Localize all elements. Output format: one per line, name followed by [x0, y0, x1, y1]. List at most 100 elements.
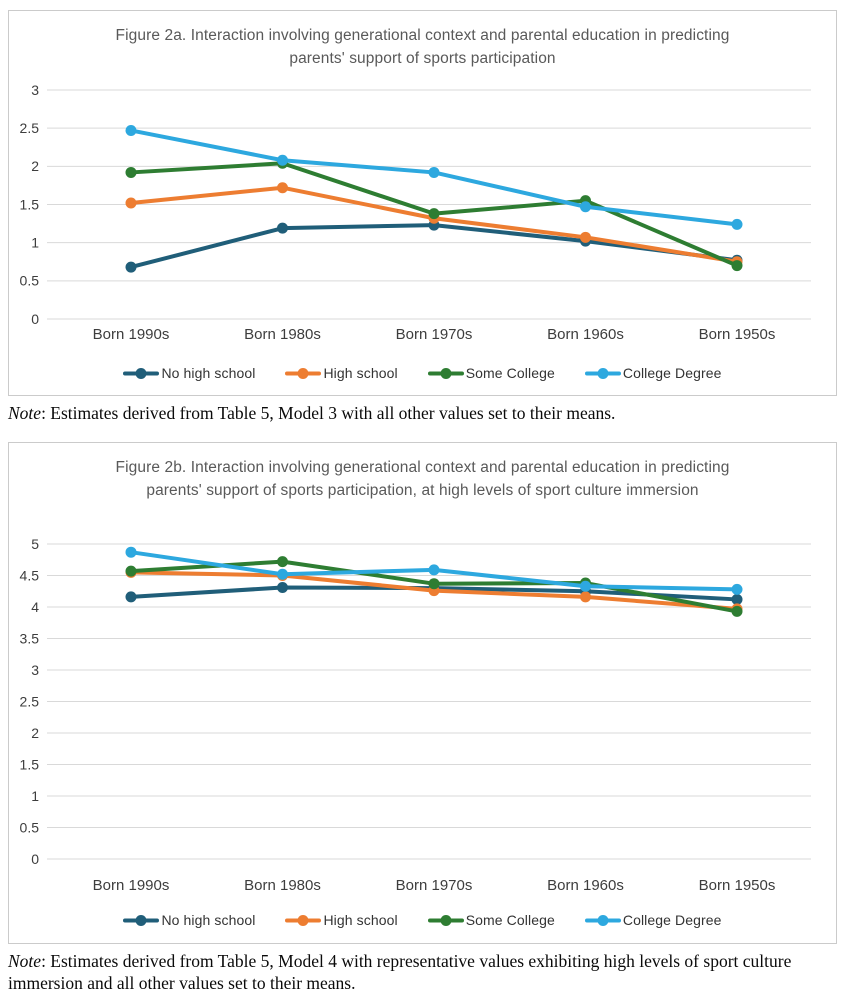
x-axis-category-label: Born 1970s — [396, 326, 473, 343]
data-point-college-degree — [731, 218, 743, 230]
y-axis-tick-label: 2 — [31, 725, 39, 741]
data-point-high-school — [580, 591, 591, 603]
y-axis-tick-label: 4.5 — [20, 567, 40, 583]
legend-line-marker-icon — [123, 367, 160, 379]
y-axis-tick-label: 1.5 — [20, 756, 40, 772]
legend-label: High school — [323, 365, 398, 381]
legend-dot — [297, 367, 309, 379]
data-point-some-college — [731, 605, 743, 617]
y-axis-tick-label: 0 — [31, 311, 39, 327]
legend-item-some-college: Some College — [427, 912, 555, 928]
y-axis-tick-label: 3.5 — [20, 630, 40, 646]
legend-dot — [597, 367, 609, 379]
data-point-college-degree — [125, 124, 137, 136]
note-text: : Estimates derived from Table 5, Model … — [8, 951, 792, 994]
legend-line-marker-icon — [427, 914, 464, 926]
y-axis-tick-label: 4 — [31, 599, 39, 615]
data-point-college-degree — [277, 154, 288, 166]
legend-dot — [440, 914, 452, 926]
legend-line-marker-icon — [584, 914, 621, 926]
x-axis-category-label: Born 1950s — [699, 877, 776, 894]
legend-label: High school — [323, 912, 398, 928]
data-point-college-degree — [428, 166, 440, 178]
figure-2a: Figure 2a. Interaction involving generat… — [8, 10, 837, 396]
x-axis-category-label: Born 1970s — [396, 877, 473, 894]
legend-dot — [440, 367, 452, 379]
legend-item-college-degree: College Degree — [584, 365, 722, 381]
data-point-high-school — [580, 231, 591, 243]
note-label: Note — [8, 951, 42, 971]
legend-line-marker-icon — [584, 367, 621, 379]
legend-item-no-high-school: No high school — [123, 912, 255, 928]
data-point-some-college — [428, 578, 440, 590]
data-point-high-school — [277, 182, 288, 194]
y-axis-tick-label: 3 — [31, 82, 39, 98]
x-axis-category-label: Born 1990s — [93, 877, 170, 894]
figure-2a-note: Note: Estimates derived from Table 5, Mo… — [8, 402, 837, 424]
y-axis-tick-label: 0.5 — [20, 819, 40, 835]
data-point-college-degree — [125, 546, 137, 558]
note-text: : Estimates derived from Table 5, Model … — [41, 403, 616, 423]
legend-item-college-degree: College Degree — [584, 912, 722, 928]
data-point-no-high-school — [731, 593, 743, 605]
figure-2b-legend: No high school High school Some College Col… — [9, 912, 836, 928]
note-label: Note — [8, 403, 42, 423]
y-axis-tick-label: 5 — [31, 536, 39, 552]
data-point-some-college — [125, 565, 137, 577]
y-axis-tick-label: 1 — [31, 788, 39, 804]
legend-item-high-school: High school — [285, 365, 398, 381]
figure-2a-chart: 3 2.5 2 1.5 1 0.5 0 Born 1990s Born 1980s Born 19… — [20, 82, 811, 343]
legend-line-marker-icon — [285, 367, 322, 379]
data-point-college-degree — [428, 564, 440, 576]
figure-2b-note: Note: Estimates derived from Table 5, Mo… — [8, 950, 837, 995]
y-axis-tick-label: 1 — [31, 235, 39, 251]
x-axis-category-label: Born 1980s — [244, 877, 321, 894]
legend-label: Some College — [465, 365, 555, 381]
data-point-some-college — [277, 556, 288, 568]
data-point-some-college — [428, 208, 440, 220]
y-axis-tick-label: 0 — [31, 851, 39, 867]
y-axis-tick-label: 2 — [31, 158, 39, 174]
figure-2a-title: Figure 2a. Interaction involving generat… — [115, 27, 730, 68]
legend-item-some-college: Some College — [427, 365, 555, 381]
figure-2b-title: Figure 2b. Interaction involving generat… — [115, 459, 730, 500]
legend-dot — [597, 914, 609, 926]
legend-label: No high school — [161, 365, 256, 381]
data-point-no-high-school — [125, 591, 137, 603]
legend-label: College Degree — [622, 912, 722, 928]
legend-dot — [135, 367, 147, 379]
legend-label: College Degree — [622, 365, 722, 381]
y-axis-tick-label: 0.5 — [20, 273, 40, 289]
data-point-no-high-school — [125, 261, 137, 273]
data-point-no-high-school — [277, 581, 288, 593]
legend-line-marker-icon — [427, 367, 464, 379]
legend-dot — [135, 914, 147, 926]
legend-label: Some College — [465, 912, 555, 928]
figure-2a-legend: No high school High school Some College Col… — [9, 365, 836, 381]
legend-label: No high school — [161, 912, 256, 928]
data-point-college-degree — [580, 580, 591, 592]
data-point-high-school — [125, 197, 137, 209]
legend-dot — [297, 914, 309, 926]
x-axis-category-label: Born 1960s — [547, 877, 624, 894]
x-axis-category-label: Born 1950s — [699, 326, 776, 343]
y-axis-tick-label: 2.5 — [20, 693, 40, 709]
data-point-some-college — [125, 166, 137, 178]
legend-item-high-school: High school — [285, 912, 398, 928]
x-axis-category-label: Born 1960s — [547, 326, 624, 343]
data-point-college-degree — [277, 568, 288, 580]
data-point-no-high-school — [277, 222, 288, 234]
y-axis-tick-label: 3 — [31, 662, 39, 678]
y-axis-tick-label: 2.5 — [20, 120, 40, 136]
data-point-college-degree — [580, 201, 591, 213]
y-axis-tick-label: 1.5 — [20, 196, 40, 212]
figure-2b: Figure 2b. Interaction involving generat… — [8, 442, 837, 944]
data-point-college-degree — [731, 583, 743, 595]
legend-line-marker-icon — [285, 914, 322, 926]
x-axis-category-label: Born 1980s — [244, 326, 321, 343]
legend-line-marker-icon — [123, 914, 160, 926]
figure-2b-chart: 5 4.5 4 3.5 3 2.5 2 1.5 1 0.5 0 Born 1990s Born 1980… — [20, 536, 811, 894]
x-axis-category-label: Born 1990s — [93, 326, 170, 343]
legend-item-no-high-school: No high school — [123, 365, 255, 381]
data-point-some-college — [731, 260, 743, 272]
